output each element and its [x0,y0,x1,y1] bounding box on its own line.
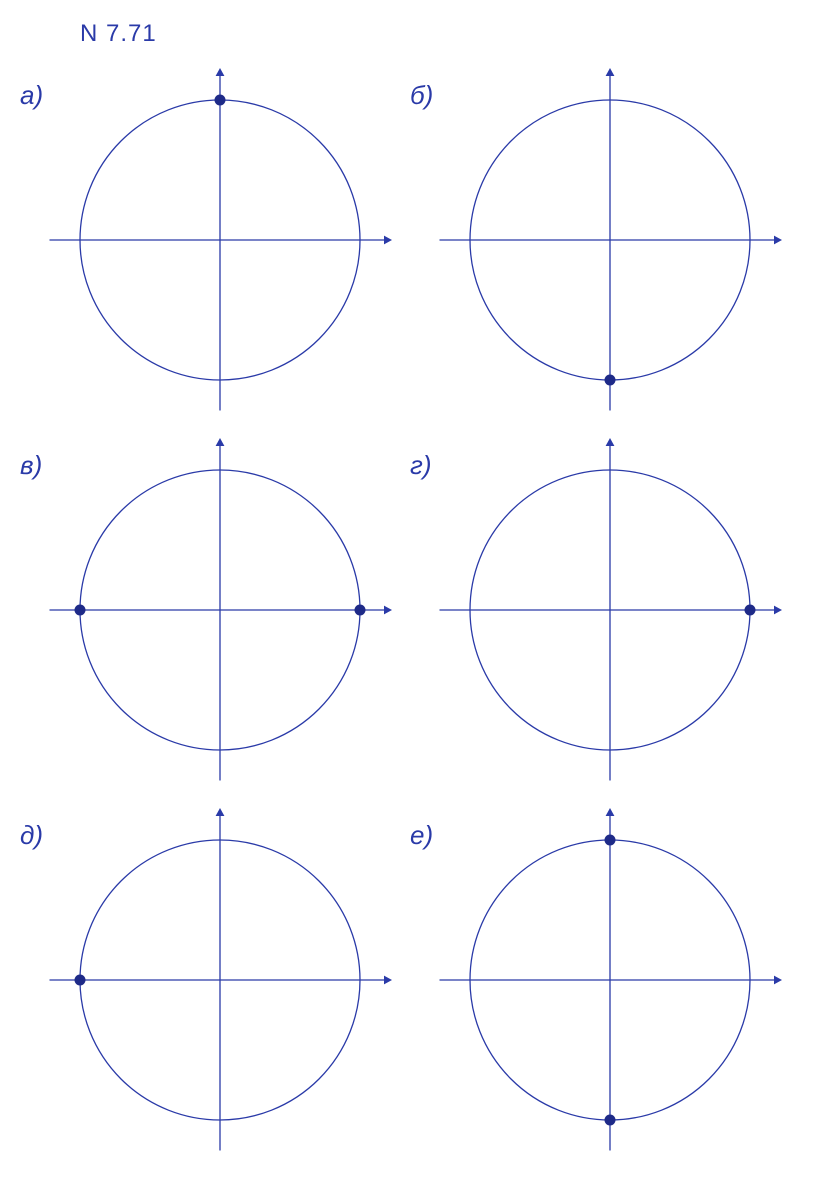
marked-point [355,605,366,616]
panel-e: e) [430,800,790,1160]
panel-label-e: e) [410,820,433,851]
panel-g: г) [430,430,790,790]
x-axis-arrow-icon [774,236,782,245]
panel-a: a) [40,60,400,420]
marked-point [605,375,616,386]
panel-b: б) [430,60,790,420]
panel-label-g: г) [410,450,431,481]
unit-circle-svg [430,60,790,420]
y-axis-arrow-icon [216,808,225,816]
panel-label-b: б) [410,80,433,111]
x-axis-arrow-icon [774,976,782,985]
y-axis-arrow-icon [216,68,225,76]
marked-point [605,835,616,846]
y-axis-arrow-icon [606,68,615,76]
y-axis-arrow-icon [216,438,225,446]
unit-circle-svg [430,800,790,1160]
marked-point [745,605,756,616]
y-axis-arrow-icon [606,808,615,816]
x-axis-arrow-icon [774,606,782,615]
panel-v: в) [40,430,400,790]
x-axis-arrow-icon [384,976,392,985]
exercise-title: N 7.71 [80,20,157,48]
unit-circle-svg [40,430,400,790]
panel-d: д) [40,800,400,1160]
unit-circle-svg [430,430,790,790]
x-axis-arrow-icon [384,606,392,615]
panel-label-v: в) [20,450,42,481]
page-root: N 7.71 a)б)в)г)д)e) [0,0,820,1179]
marked-point [605,1115,616,1126]
marked-point [215,95,226,106]
panel-label-a: a) [20,80,43,111]
x-axis-arrow-icon [384,236,392,245]
unit-circle-svg [40,60,400,420]
panel-label-d: д) [20,820,43,851]
y-axis-arrow-icon [606,438,615,446]
unit-circle-svg [40,800,400,1160]
marked-point [75,975,86,986]
marked-point [75,605,86,616]
